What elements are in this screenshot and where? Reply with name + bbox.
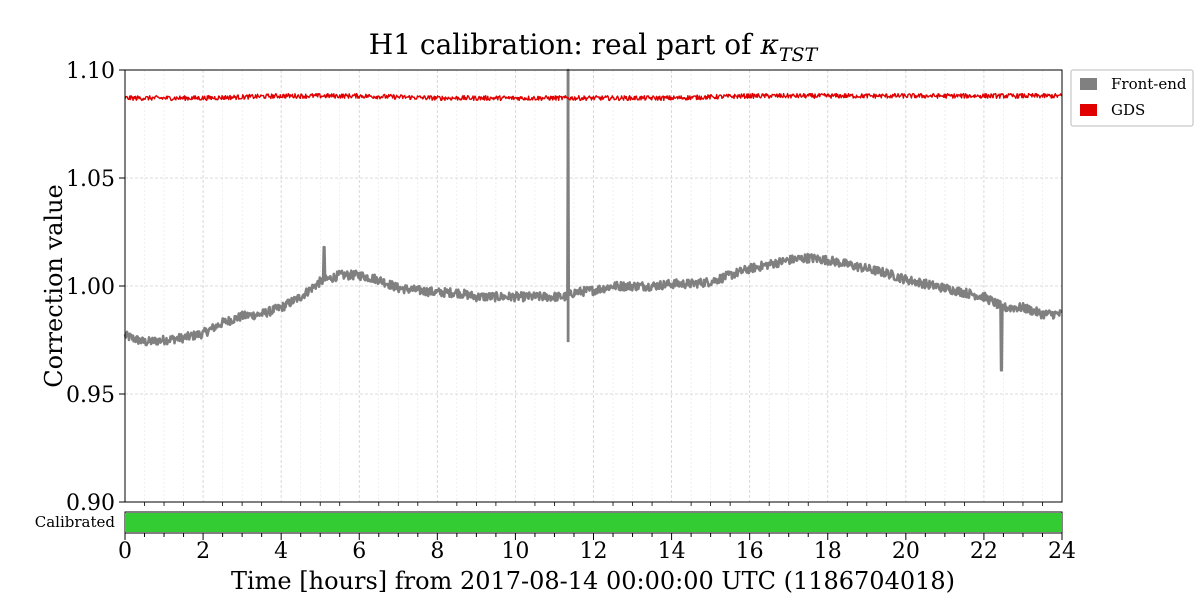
legend-label-gds: GDS xyxy=(1111,101,1145,119)
x-tick-label: 12 xyxy=(580,539,608,564)
y-axis: 0.90 0.95 1.00 1.05 1.10 xyxy=(66,59,125,516)
y-tick-label: 1.10 xyxy=(66,59,115,84)
y-tick-label: 0.95 xyxy=(66,383,115,408)
x-tick-label: 6 xyxy=(352,539,366,564)
x-axis: 0 2 4 6 8 10 12 14 16 18 20 22 24 xyxy=(118,502,1076,564)
legend: Front-end GDS xyxy=(1070,69,1194,127)
legend-frame xyxy=(1070,69,1194,127)
grid-lines xyxy=(124,69,1063,503)
series-line-front-end xyxy=(123,68,1063,372)
x-tick-label: 22 xyxy=(970,539,998,564)
x-tick-label: 16 xyxy=(736,539,764,564)
series-line-gds xyxy=(124,92,1063,102)
y-axis-label: Correction value xyxy=(40,184,68,387)
x-tick-label: 2 xyxy=(196,539,210,564)
y-tick-label: 1.05 xyxy=(66,167,115,192)
series-layer xyxy=(123,68,1063,372)
x-axis-label: Time [hours] from 2017-08-14 00:00:00 UT… xyxy=(231,567,955,595)
x-tick-label: 20 xyxy=(892,539,920,564)
chart-title-kappa: κ xyxy=(759,28,778,61)
x-tick-label: 0 xyxy=(118,539,132,564)
x-tick-label: 10 xyxy=(501,539,529,564)
x-tick-label: 14 xyxy=(658,539,686,564)
chart-title-subscript: TST xyxy=(779,44,819,66)
x-tick-label: 4 xyxy=(274,539,288,564)
x-tick-label: 24 xyxy=(1048,539,1076,564)
x-tick-label: 18 xyxy=(814,539,842,564)
state-bar xyxy=(124,511,1063,534)
x-tick-label: 8 xyxy=(430,539,444,564)
chart-title: H1 calibration: real part of κTST xyxy=(369,28,819,66)
state-bar-segment-calibrated xyxy=(125,513,1062,532)
y-tick-label: 0.90 xyxy=(66,491,115,516)
y-tick-label: 1.00 xyxy=(66,275,115,300)
legend-label-front-end: Front-end xyxy=(1111,75,1187,93)
legend-swatch-front-end xyxy=(1080,78,1097,90)
state-bar-label: Calibrated xyxy=(35,513,116,531)
chart-title-main: H1 calibration: real part of xyxy=(369,28,761,61)
legend-swatch-gds xyxy=(1080,104,1097,116)
